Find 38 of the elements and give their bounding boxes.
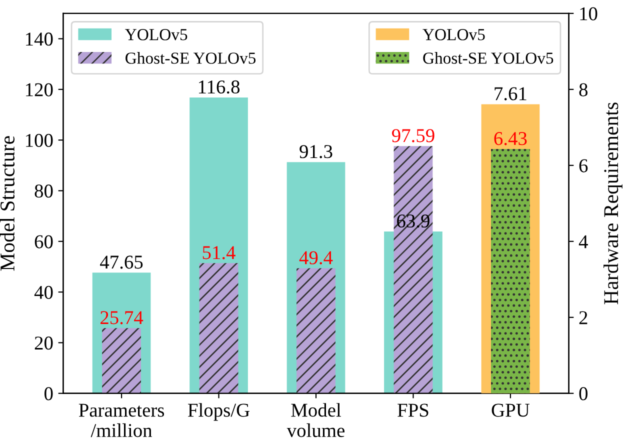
x-tick-label: Model volume	[286, 403, 344, 438]
bar	[296, 268, 336, 394]
data-label: 47.65	[100, 256, 143, 269]
legend-label: Ghost-SE YOLOv5	[126, 52, 256, 64]
y2-tick-label: 2	[579, 311, 588, 324]
y-tick-label: 80	[34, 184, 53, 198]
legend-label: Ghost-SE YOLOv5	[423, 52, 554, 64]
x-tick-label: Flops/G	[188, 403, 250, 421]
y2-tick-label: 4	[578, 235, 588, 248]
y2-tick-label: 0	[579, 387, 588, 400]
y2-axis-title: Hardware Requirements	[604, 102, 622, 304]
data-label: 97.59	[392, 129, 434, 142]
data-label: 51.4	[202, 246, 236, 260]
data-label: 6.43	[494, 132, 527, 146]
bar	[102, 328, 141, 394]
y-tick-label: 120	[26, 83, 53, 96]
legend-label: YOLOv5	[125, 29, 188, 40]
data-label: 7.61	[494, 87, 526, 100]
x-tick-label: GPU	[492, 404, 530, 417]
data-label: 91.3	[300, 145, 332, 158]
y-tick-label: 100	[26, 134, 53, 147]
bar	[394, 146, 433, 394]
y-tick-label: 40	[34, 286, 53, 299]
y-axis-title: Model Structure	[0, 136, 15, 271]
x-tick-label: Parameters /million	[78, 404, 164, 438]
y2-tick-label: 10	[580, 7, 598, 20]
y-tick-label: 140	[26, 32, 53, 46]
data-label: 116.8	[198, 80, 240, 94]
y2-tick-label: 8	[579, 83, 588, 96]
y2-tick-label: 6	[579, 159, 588, 172]
y-tick-label: 20	[34, 336, 53, 350]
bar	[199, 263, 238, 394]
y-tick-label: 0	[44, 387, 53, 400]
y-tick-label: 60	[34, 235, 53, 248]
x-tick-label: FPS	[398, 404, 428, 417]
data-label: 25.74	[100, 311, 144, 324]
data-label: 49.4	[299, 251, 333, 264]
legend-label: YOLOv5	[422, 29, 485, 40]
